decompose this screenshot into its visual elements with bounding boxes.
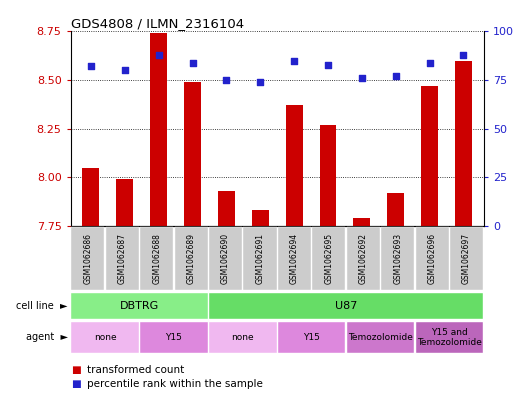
Text: GSM1062695: GSM1062695: [324, 233, 333, 284]
Bar: [347, 322, 414, 353]
Bar: [209, 322, 277, 353]
Bar: [175, 227, 208, 290]
Point: [290, 57, 298, 64]
Bar: [218, 191, 235, 226]
Bar: [116, 179, 133, 226]
Point: [222, 77, 231, 83]
Point: [87, 63, 95, 70]
Point: [324, 61, 332, 68]
Text: U87: U87: [335, 301, 357, 311]
Bar: [381, 227, 414, 290]
Bar: [450, 227, 483, 290]
Point: [392, 73, 400, 79]
Bar: [312, 227, 345, 290]
Bar: [421, 86, 438, 226]
Bar: [286, 105, 303, 226]
Text: percentile rank within the sample: percentile rank within the sample: [87, 379, 263, 389]
Text: GSM1062687: GSM1062687: [118, 233, 127, 284]
Text: ■: ■: [71, 379, 81, 389]
Point: [154, 51, 163, 58]
Bar: [106, 227, 139, 290]
Text: GSM1062690: GSM1062690: [221, 233, 230, 284]
Bar: [209, 227, 242, 290]
Text: GSM1062692: GSM1062692: [359, 233, 368, 284]
Bar: [278, 227, 311, 290]
Text: DBTRG: DBTRG: [120, 301, 159, 311]
Text: GSM1062694: GSM1062694: [290, 233, 299, 284]
Point: [358, 75, 366, 81]
Bar: [184, 82, 201, 226]
Bar: [320, 125, 336, 226]
Bar: [455, 61, 472, 226]
Text: none: none: [232, 333, 254, 342]
Bar: [278, 322, 345, 353]
Text: Y15: Y15: [165, 333, 183, 342]
Bar: [416, 227, 449, 290]
Text: cell line  ►: cell line ►: [17, 301, 68, 311]
Bar: [71, 293, 208, 319]
Text: none: none: [94, 333, 116, 342]
Point: [459, 51, 468, 58]
Bar: [140, 322, 208, 353]
Bar: [71, 227, 105, 290]
Bar: [416, 322, 483, 353]
Text: GSM1062688: GSM1062688: [152, 233, 161, 284]
Text: GSM1062696: GSM1062696: [428, 233, 437, 284]
Text: Y15: Y15: [303, 333, 320, 342]
Text: GSM1062697: GSM1062697: [462, 233, 471, 284]
Bar: [140, 227, 173, 290]
Bar: [83, 167, 99, 226]
Bar: [387, 193, 404, 226]
Text: ■: ■: [71, 365, 81, 375]
Point: [188, 59, 197, 66]
Text: GSM1062691: GSM1062691: [255, 233, 265, 284]
Text: Temozolomide: Temozolomide: [348, 333, 413, 342]
Bar: [347, 227, 380, 290]
Point: [121, 67, 129, 73]
Text: transformed count: transformed count: [87, 365, 185, 375]
Text: Y15 and
Temozolomide: Y15 and Temozolomide: [417, 328, 482, 347]
Point: [256, 79, 265, 85]
Text: GSM1062686: GSM1062686: [83, 233, 93, 284]
Text: agent  ►: agent ►: [26, 332, 68, 342]
Text: GSM1062689: GSM1062689: [187, 233, 196, 284]
Text: GDS4808 / ILMN_2316104: GDS4808 / ILMN_2316104: [71, 17, 244, 30]
Bar: [150, 33, 167, 226]
Bar: [71, 322, 139, 353]
Bar: [354, 218, 370, 226]
Point: [425, 59, 434, 66]
Bar: [209, 293, 483, 319]
Bar: [252, 210, 269, 226]
Text: GSM1062693: GSM1062693: [393, 233, 402, 284]
Bar: [243, 227, 277, 290]
